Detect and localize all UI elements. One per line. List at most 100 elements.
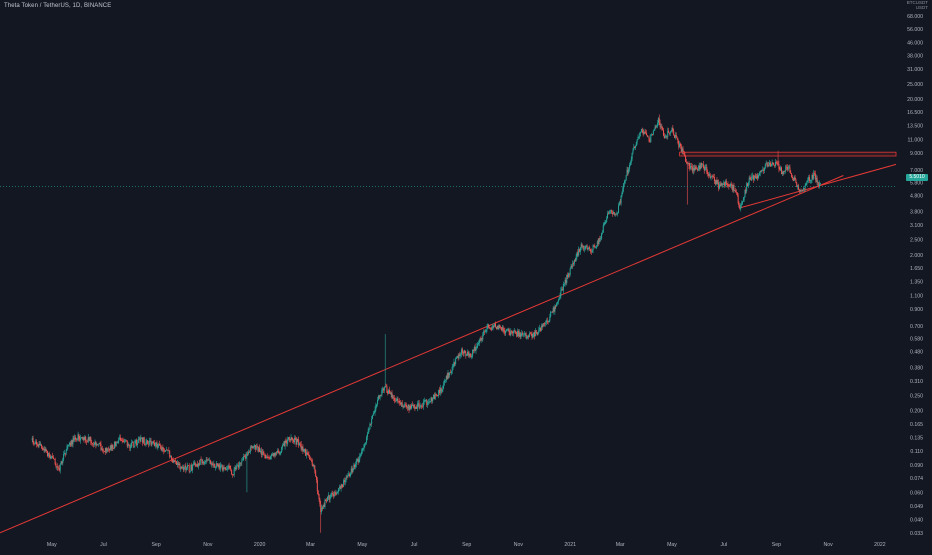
candle: [221, 464, 223, 472]
candle: [591, 249, 593, 253]
candle: [324, 498, 326, 510]
candle: [222, 465, 224, 473]
candle-body: [613, 211, 615, 215]
candle-body: [135, 439, 137, 441]
candle: [755, 173, 757, 179]
candle-body: [168, 450, 170, 452]
candle: [99, 441, 101, 447]
candle: [88, 436, 90, 442]
candle: [108, 446, 110, 452]
candle: [42, 447, 44, 451]
candle-body: [463, 350, 465, 354]
candle-body: [776, 162, 778, 164]
candle: [580, 242, 582, 251]
candle: [80, 436, 82, 439]
price-axis[interactable]: 68.00056.00046.00038.00031.00025.00020.0…: [907, 14, 923, 537]
candle: [300, 441, 302, 452]
candle-body: [483, 331, 485, 335]
candle-body: [349, 473, 351, 477]
candle-body: [251, 446, 253, 448]
candle-body: [594, 246, 596, 248]
candle: [653, 128, 655, 132]
candle: [691, 162, 693, 170]
y-tick-label: 3.800: [910, 209, 923, 215]
candle: [61, 460, 63, 465]
candle-body: [136, 439, 138, 446]
candle-body: [502, 327, 504, 331]
candle-body: [371, 415, 373, 419]
candle-body: [278, 451, 280, 454]
resistance-zone[interactable]: [679, 151, 897, 157]
candle-body: [711, 176, 713, 177]
candle-body: [357, 459, 359, 463]
candle: [367, 426, 369, 435]
candle-body: [584, 248, 586, 250]
candle-body: [356, 459, 358, 460]
candle: [60, 460, 62, 465]
candle: [338, 484, 340, 492]
x-tick-label: 2020: [254, 542, 266, 548]
candle: [589, 245, 591, 252]
candle-body: [735, 192, 737, 193]
candle-body: [719, 184, 721, 189]
candle-body: [241, 460, 243, 463]
candle: [753, 175, 755, 182]
candle-body: [95, 441, 97, 446]
support-trendline[interactable]: [739, 163, 897, 209]
candle-body: [585, 245, 587, 247]
candle-body: [517, 330, 519, 337]
candle-body: [796, 182, 798, 187]
candle: [515, 330, 517, 334]
candle-body: [586, 245, 588, 250]
candle-body: [411, 404, 413, 409]
candle-body: [638, 136, 640, 138]
candle-body: [189, 471, 191, 472]
candle: [619, 199, 621, 205]
candle-body: [532, 333, 534, 338]
candle: [220, 462, 222, 472]
candle: [443, 380, 445, 389]
candle-body: [740, 204, 742, 209]
candle: [351, 465, 353, 475]
long-term-trendline[interactable]: [0, 175, 844, 534]
candle: [265, 454, 267, 459]
y-tick-label: 5.800: [910, 181, 923, 187]
candle-body: [807, 180, 809, 181]
candle-body: [311, 459, 313, 466]
candle-body: [282, 443, 284, 446]
candle: [159, 443, 161, 449]
candle-body: [368, 428, 370, 430]
candle: [321, 505, 323, 511]
candle: [610, 209, 612, 214]
candle-body: [416, 403, 418, 409]
x-tick-label: Jul: [411, 542, 418, 548]
candle: [346, 475, 348, 480]
candle-body: [47, 452, 49, 457]
candle-body: [265, 456, 267, 459]
x-tick-label: Mar: [306, 542, 315, 548]
candle: [143, 436, 145, 446]
candle-body: [396, 398, 398, 401]
candle: [596, 240, 598, 248]
candle: [775, 158, 777, 168]
candle: [366, 435, 368, 445]
candle-body: [371, 418, 373, 424]
candle: [527, 335, 529, 339]
candle-body: [323, 504, 325, 507]
candle-body: [205, 459, 207, 462]
time-axis[interactable]: May Jul Sep Nov 2020 Mar May Jul Sep Nov 2021 Mar Ma…: [47, 542, 886, 548]
candle-body: [643, 131, 645, 135]
candle-body: [53, 458, 55, 460]
candle: [388, 386, 390, 395]
candle-body: [570, 266, 572, 269]
candle: [565, 277, 567, 285]
candle: [500, 326, 502, 332]
candle-body: [144, 443, 146, 445]
candle-body: [650, 134, 652, 142]
candle-body: [86, 441, 88, 443]
candle: [188, 463, 190, 474]
candle-body: [462, 352, 464, 354]
candle-body: [552, 307, 554, 313]
